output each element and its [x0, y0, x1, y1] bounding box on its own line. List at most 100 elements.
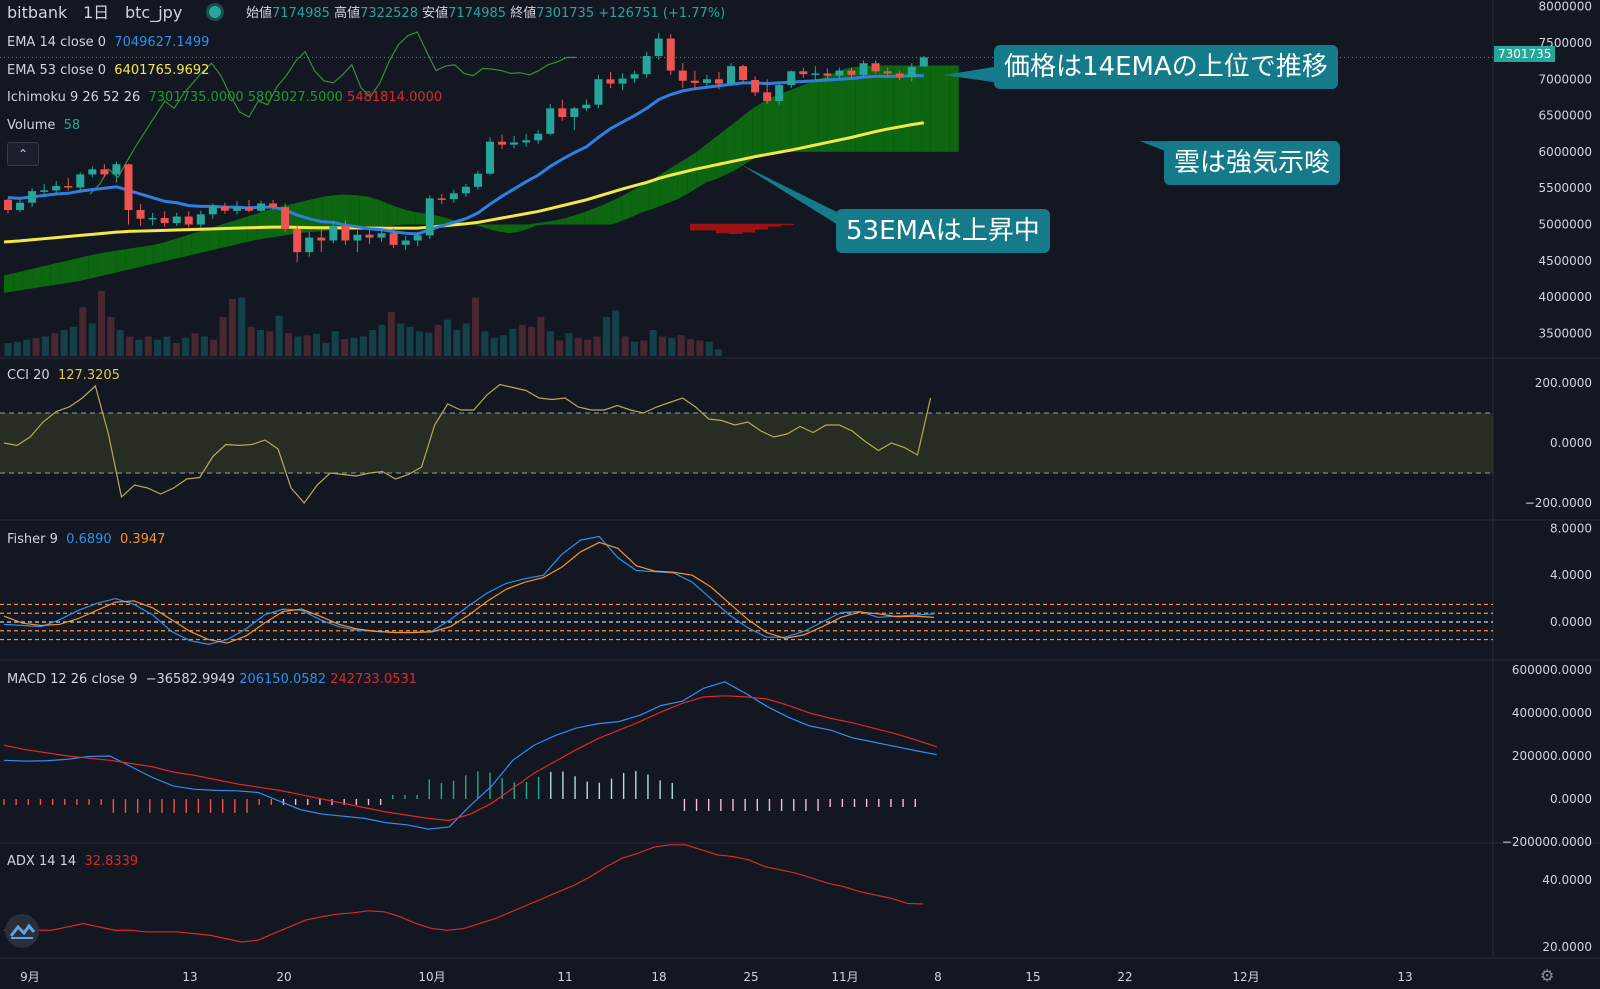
candle-body	[437, 198, 446, 200]
volume-bar	[687, 339, 695, 356]
legend-macd[interactable]: MACD 12 26 close 9 −36582.9949 206150.05…	[7, 672, 417, 688]
collapse-legend-button[interactable]: ⌃	[7, 142, 39, 166]
macd-value-3: 242733.0531	[330, 672, 418, 687]
volume-bar	[163, 336, 171, 356]
volume-bar	[715, 349, 723, 356]
candle-body	[413, 235, 422, 241]
price-tick-label: 6500000	[1539, 109, 1592, 123]
volume-bar	[294, 336, 302, 356]
ichimoku-label: Ichimoku 9 26 52 26	[7, 90, 141, 105]
ichimoku-cloud-segment	[687, 151, 697, 195]
candle-body	[751, 79, 760, 93]
ichimoku-cloud-segment	[762, 97, 772, 156]
open-label: 始値	[246, 6, 273, 21]
volume-bar	[154, 339, 162, 356]
ichimoku-cloud-segment	[724, 122, 735, 176]
ichimoku-cloud-segment	[574, 212, 585, 225]
legend-ema53[interactable]: EMA 53 close 0 6401765.9692	[7, 63, 209, 79]
ichimoku-cloud-segment	[397, 207, 407, 226]
candle-body	[835, 70, 844, 76]
candle-body	[486, 141, 494, 174]
cci-value: 127.3205	[57, 368, 120, 383]
time-axis-label: 18	[651, 970, 666, 984]
ichimoku-cloud-segment	[677, 157, 688, 200]
volume-bar	[565, 333, 573, 356]
ichimoku-cloud-segment	[528, 223, 538, 229]
macd-value-1: −36582.9949	[145, 672, 236, 687]
candle-body	[88, 169, 97, 175]
candle-body	[389, 233, 398, 245]
ema14-line	[7, 74, 924, 236]
candle-body	[269, 203, 278, 208]
ichimoku-cloud-segment	[200, 228, 210, 253]
ichimoku-cloud-segment	[69, 257, 79, 283]
volume-bar	[472, 297, 479, 356]
volume-bar	[88, 323, 96, 356]
settings-gear-icon[interactable]: ⚙	[1540, 966, 1555, 985]
candle-body	[498, 141, 507, 145]
interval-label[interactable]: 1日	[83, 3, 110, 22]
ichimoku-cloud-segment	[855, 66, 866, 152]
ichimoku-cloud-segment	[4, 273, 14, 293]
volume-bar	[116, 330, 124, 356]
ichimoku-cloud-segment	[827, 72, 838, 152]
candle-body	[799, 71, 808, 75]
callout-price-above-ema14: 価格は14EMAの上位で推移	[994, 45, 1338, 89]
legend-cci[interactable]: CCI 20 127.3205	[7, 368, 120, 384]
candle-body	[293, 228, 302, 253]
volume-bar	[60, 330, 68, 356]
volume-bar	[191, 333, 199, 356]
legend-ema14[interactable]: EMA 14 close 0 7049627.1499	[7, 35, 209, 51]
candle-body	[678, 70, 687, 81]
ichimoku-cloud-segment	[911, 65, 922, 152]
volume-bar	[556, 340, 564, 356]
macd-signal-line	[3, 695, 937, 822]
volume-bar	[705, 341, 713, 356]
ichimoku-cloud-segment	[359, 195, 370, 229]
legend-ichimoku[interactable]: Ichimoku 9 26 52 26 7301735.0000 5803027…	[7, 90, 442, 106]
time-axis-label: 15	[1025, 970, 1040, 984]
candle-body	[727, 66, 735, 84]
volume-bar	[593, 336, 601, 356]
ichimoku-cloud-segment	[266, 207, 276, 239]
low-value: 7174985	[448, 6, 507, 21]
tradingview-logo-icon[interactable]	[5, 914, 39, 948]
volume-bar	[350, 337, 358, 356]
legend-volume[interactable]: Volume 58	[7, 118, 80, 134]
candle-body	[232, 207, 241, 211]
low-label: 安値	[422, 6, 449, 21]
candle-body	[377, 233, 386, 238]
ichimoku-bear-cloud-segment	[716, 223, 729, 234]
fisher-fisher-line	[3, 535, 935, 645]
candle-body	[208, 206, 217, 215]
candle-body	[28, 191, 37, 203]
candle-body	[859, 63, 868, 75]
symbol-label[interactable]: btc_jpy	[125, 3, 183, 22]
ichimoku-cloud-segment	[743, 108, 753, 165]
high-value: 7322528	[360, 6, 418, 21]
volume-bar	[630, 341, 638, 356]
candle-body	[787, 71, 796, 86]
ema53-value: 6401765.9692	[114, 63, 210, 78]
close-label: 終値	[510, 6, 537, 21]
ichimoku-bear-cloud-segment	[781, 223, 794, 226]
ichimoku-cloud-segment	[50, 262, 61, 286]
time-axis-label: 11	[557, 970, 572, 984]
volume-bar	[182, 337, 190, 356]
legend-adx[interactable]: ADX 14 14 32.8339	[7, 854, 138, 870]
ichimoku-cloud-segment	[322, 195, 332, 232]
volume-bar	[41, 336, 49, 356]
time-axis-label: 25	[743, 970, 758, 984]
last-price-tag: 7301735	[1494, 46, 1556, 62]
candle-body	[257, 203, 266, 211]
ichimoku-cloud-segment	[818, 75, 828, 152]
ichimoku-cloud-segment	[649, 175, 660, 210]
ichimoku-cloud-segment	[378, 199, 388, 227]
candle-body	[245, 207, 253, 211]
price-tick-label: 5000000	[1539, 218, 1592, 232]
volume-bar	[4, 343, 12, 356]
ichimoku-cloud-segment	[97, 252, 107, 277]
ichimoku-cloud-segment	[780, 90, 791, 152]
legend-fisher[interactable]: Fisher 9 0.6890 0.3947	[7, 532, 165, 548]
